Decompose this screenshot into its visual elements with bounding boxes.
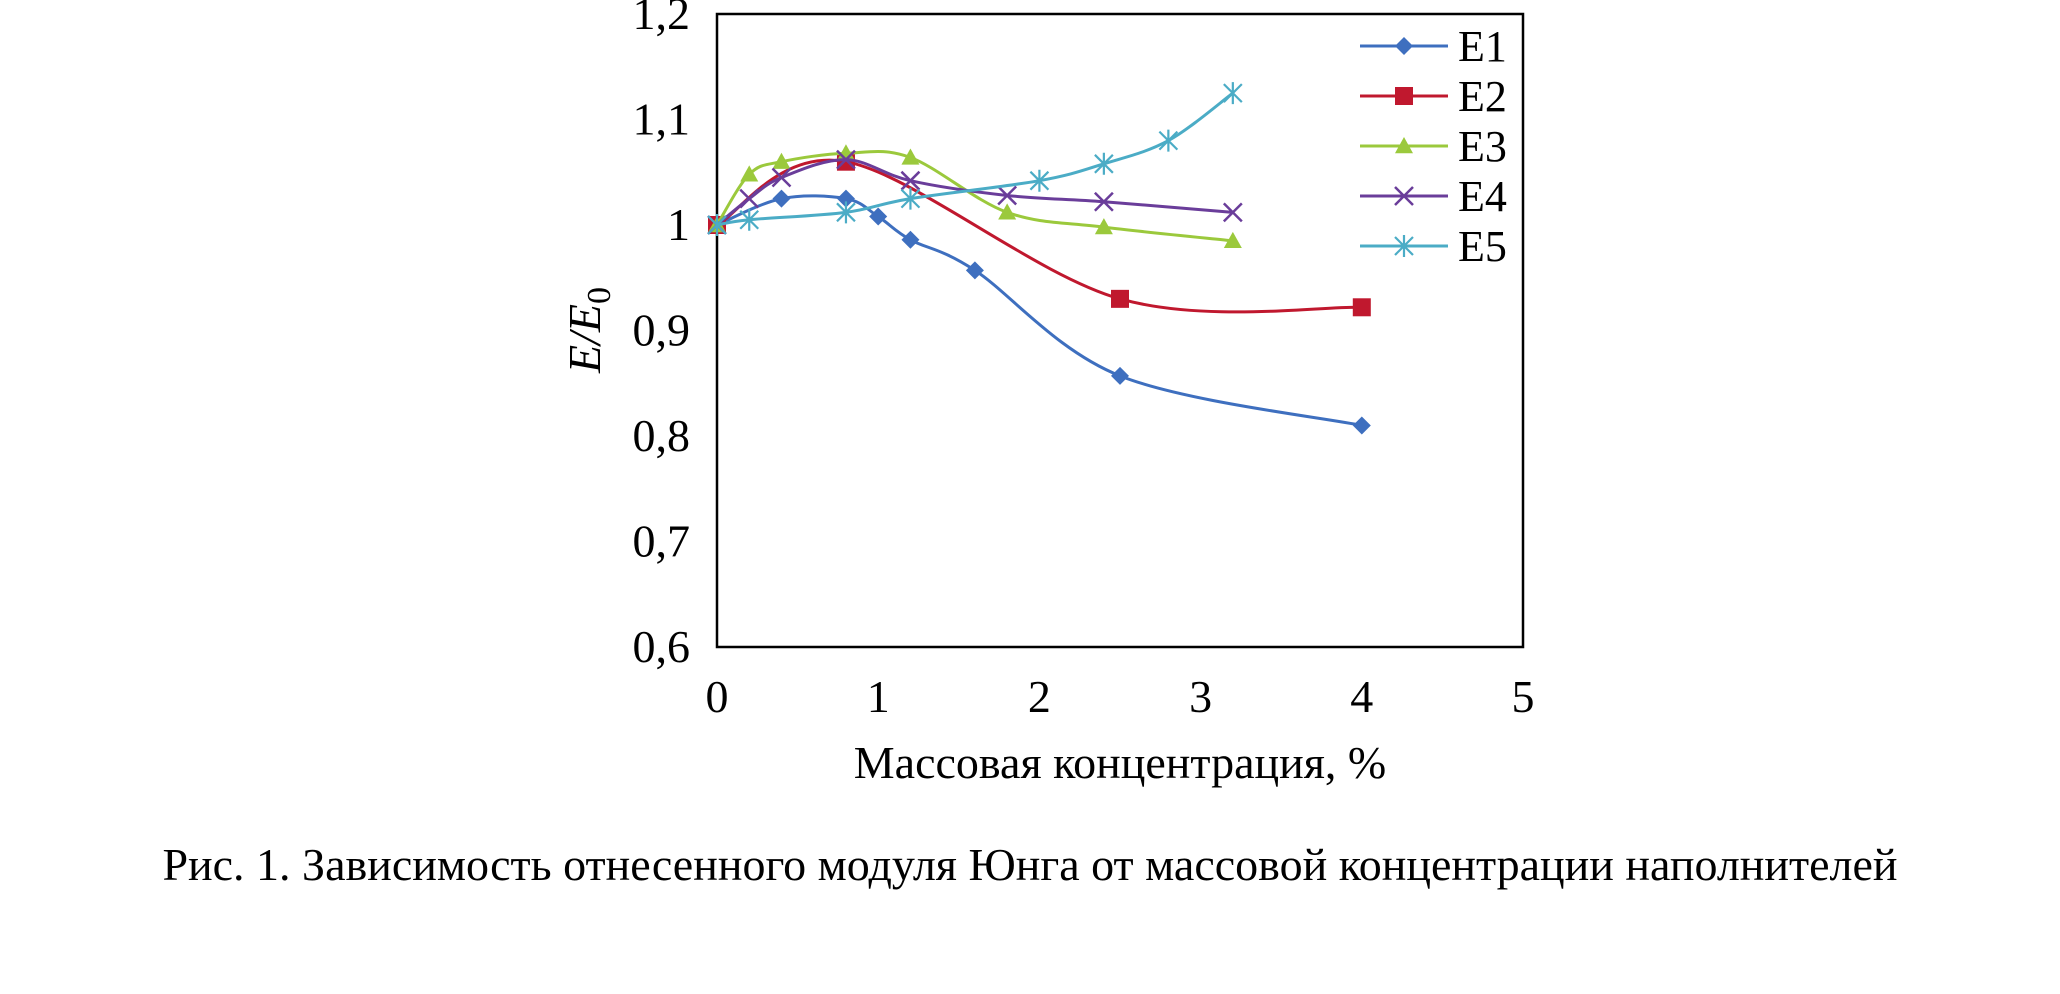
data-point-e3 <box>901 148 920 165</box>
data-point-e1 <box>836 189 855 208</box>
y-tick-label: 0,7 <box>633 516 691 567</box>
legend-item-e5: E5 <box>1360 222 1507 271</box>
series-line-e5 <box>716 91 1234 227</box>
data-point-e4 <box>739 188 760 209</box>
data-point-e5 <box>1029 169 1050 192</box>
y-axis-label-sub: 0 <box>581 287 618 304</box>
legend-item-e3: E3 <box>1360 122 1507 171</box>
x-tick-label: 1 <box>867 671 890 722</box>
legend-marker-e2 <box>1395 87 1413 105</box>
x-tick-label: 4 <box>1350 671 1373 722</box>
data-point-e2 <box>1352 298 1371 317</box>
x-tick-label: 0 <box>706 671 729 722</box>
data-point-e1 <box>1352 416 1371 435</box>
legend-marker-e5 <box>1394 235 1414 257</box>
data-point-e4 <box>771 167 792 188</box>
data-point-e4 <box>836 149 856 170</box>
y-tick-label: 0,6 <box>633 621 691 672</box>
y-tick-label: 1,2 <box>633 0 691 39</box>
data-point-e5 <box>900 187 921 210</box>
data-point-e1 <box>869 207 888 226</box>
legend-marker-e4 <box>1394 186 1414 206</box>
data-point-e2 <box>1111 289 1129 308</box>
y-tick-label: 1,1 <box>633 94 691 145</box>
x-axis-ticks: 0 1 2 3 4 5 <box>706 671 1535 722</box>
data-point-e5 <box>707 214 727 236</box>
legend-label-e5: E5 <box>1458 222 1507 271</box>
legend-marker-e1 <box>1395 37 1413 55</box>
legend-item-e1: E1 <box>1360 22 1507 71</box>
y-axis-label-main: E/E <box>559 304 610 374</box>
data-point-e5 <box>1094 152 1114 175</box>
data-point-e4 <box>997 185 1018 206</box>
data-point-e4 <box>1222 202 1243 223</box>
plot-frame <box>715 12 1525 649</box>
y-axis-ticks: 0,6 0,7 0,8 0,9 1 1,1 1,2 <box>633 0 691 672</box>
data-point-e3 <box>1223 231 1242 249</box>
data-point-e5 <box>836 201 856 224</box>
x-axis-label: Массовая концентрация, % <box>854 737 1386 788</box>
data-point-e3 <box>772 152 791 169</box>
legend-label-e2: E2 <box>1458 72 1507 121</box>
data-point-e1 <box>772 189 791 208</box>
data-point-e5 <box>1223 82 1243 105</box>
data-point-e3 <box>740 165 759 182</box>
legend-marker-e3 <box>1395 137 1413 154</box>
series-layer <box>707 82 1371 435</box>
y-tick-label: 0,8 <box>633 410 691 461</box>
series-e4 <box>707 149 1243 235</box>
data-point-e3 <box>1094 218 1113 235</box>
series-e1 <box>708 189 1371 435</box>
x-tick-label: 3 <box>1189 671 1212 722</box>
legend-label-e3: E3 <box>1458 122 1507 171</box>
figure-caption: Рис. 1. Зависимость отнесенного модуля Ю… <box>162 839 1898 890</box>
legend-item-e2: E2 <box>1360 72 1507 121</box>
data-point-e3 <box>998 203 1017 220</box>
data-point-e1 <box>901 230 920 249</box>
legend-item-e4: E4 <box>1360 172 1507 221</box>
series-e5 <box>707 82 1243 236</box>
y-tick-label: 0,9 <box>633 305 691 356</box>
plot-area <box>715 12 1525 649</box>
data-point-e4 <box>1093 191 1114 212</box>
x-tick-label: 2 <box>1028 671 1051 722</box>
data-point-e4 <box>900 170 921 191</box>
data-point-e5 <box>739 208 760 231</box>
y-axis-label: E/E0 <box>559 287 618 374</box>
legend-label-e4: E4 <box>1458 172 1507 221</box>
data-point-e5 <box>1158 129 1179 152</box>
x-tick-label: 5 <box>1512 671 1535 722</box>
data-point-e1 <box>965 261 984 280</box>
data-point-e1 <box>1111 366 1129 385</box>
legend-label-e1: E1 <box>1458 22 1507 71</box>
y-tick-label: 1 <box>667 199 690 250</box>
